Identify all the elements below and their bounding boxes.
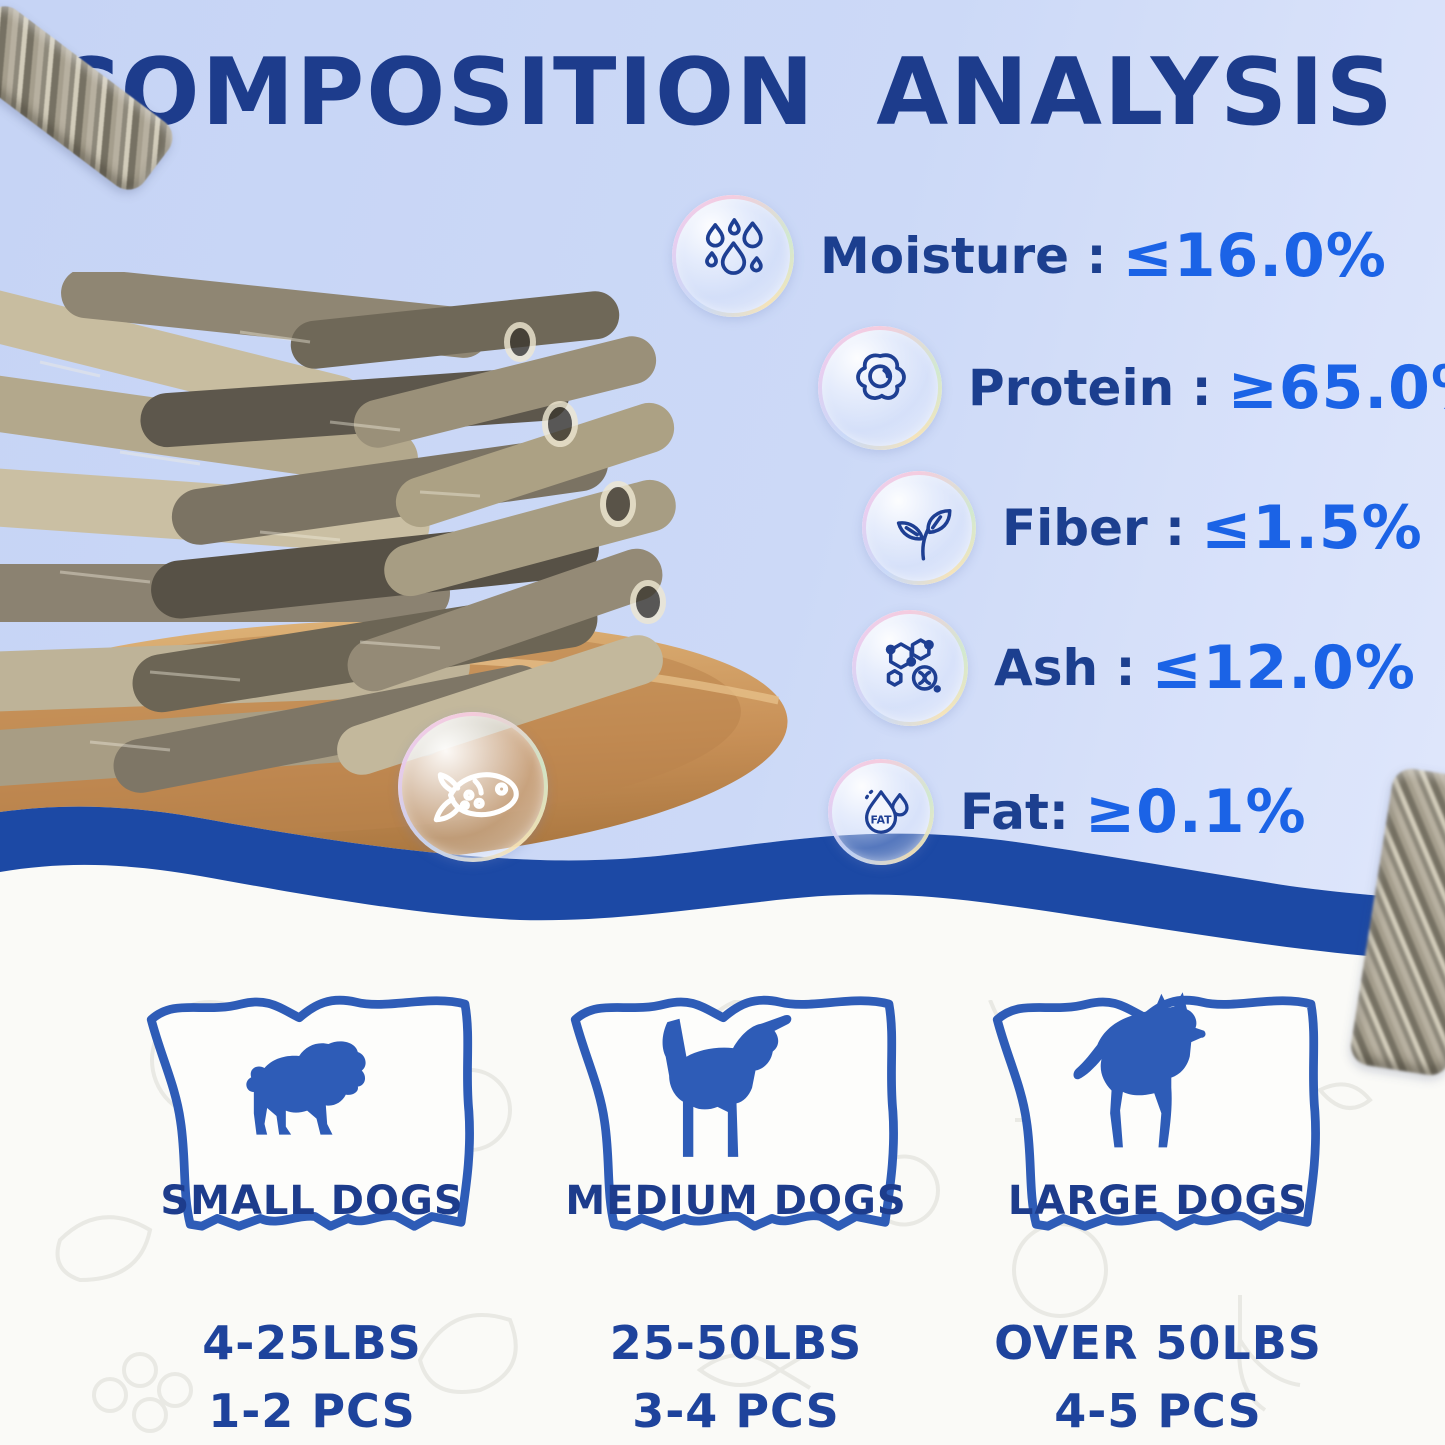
badge-frame [992,995,1320,1231]
pieces-range: 3-4 PCS [632,1384,840,1438]
size-badge: LARGE DOGS [968,970,1348,1272]
nutrient-value: ≥0.1% [1084,777,1307,847]
size-badge: MEDIUM DOGS [546,970,926,1272]
nutrient-label: Fat: [960,783,1069,841]
bubble [862,471,976,585]
nutrient-row-moisture: Moisture : ≤16.0% [672,195,1387,317]
weight-range: OVER 50LBS [994,1316,1322,1370]
pieces-range: 4-5 PCS [1054,1384,1262,1438]
size-badge: SMALL DOGS [122,970,502,1272]
bubble [818,326,942,450]
size-guide-medium: MEDIUM DOGS 25-50LBS 3-4 PCS [546,970,926,1438]
small-dog-icon [245,1041,366,1135]
nutrient-label: Fiber : [1002,499,1186,557]
large-dog-icon [1072,992,1206,1148]
nutrient-value: ≤12.0% [1151,633,1416,703]
bubble: FAT [828,759,934,865]
nutrient-value: ≤1.5% [1201,493,1423,563]
size-label: LARGE DOGS [1007,1178,1309,1224]
fish-bubble [398,712,548,862]
bubble [852,610,968,726]
sprout-icon [897,509,952,561]
medium-dog-icon [662,1015,791,1157]
weight-range: 25-50LBS [609,1316,863,1370]
nutrient-value: ≤16.0% [1122,221,1387,291]
wave-divider [0,806,1445,1000]
size-guide-large: LARGE DOGS OVER 50LBS 4-5 PCS [968,970,1348,1438]
fried-egg-icon [855,353,906,400]
dried-fish-skin-pile [0,272,676,793]
fish-icon [433,772,519,823]
size-label: SMALL DOGS [160,1178,464,1224]
nutrient-label: Moisture : [820,227,1107,285]
bubble [672,195,794,317]
nutrient-row-fat: FAT Fat: ≥0.1% [828,759,1307,865]
size-label: MEDIUM DOGS [565,1178,907,1224]
fat-drop-icon: FAT [864,788,909,834]
page-title: COMPOSITION ANALYSIS [50,38,1395,146]
weight-range: 4-25LBS [202,1316,422,1370]
nutrient-label: Protein : [968,359,1212,417]
pieces-range: 1-2 PCS [208,1384,416,1438]
product-photo [0,272,788,869]
nutrient-row-ash: Ash : ≤12.0% [852,610,1416,726]
molecule-icon [885,637,941,693]
nutrient-row-protein: Protein : ≥65.0% [818,326,1445,450]
nutrient-label: Ash : [994,639,1136,697]
size-guide-small: SMALL DOGS 4-25LBS 1-2 PCS [122,970,502,1438]
nutrient-value: ≥65.0% [1227,353,1445,423]
water-drops-icon [704,217,763,275]
nutrient-row-fiber: Fiber : ≤1.5% [862,471,1423,585]
svg-text:FAT: FAT [870,814,892,827]
